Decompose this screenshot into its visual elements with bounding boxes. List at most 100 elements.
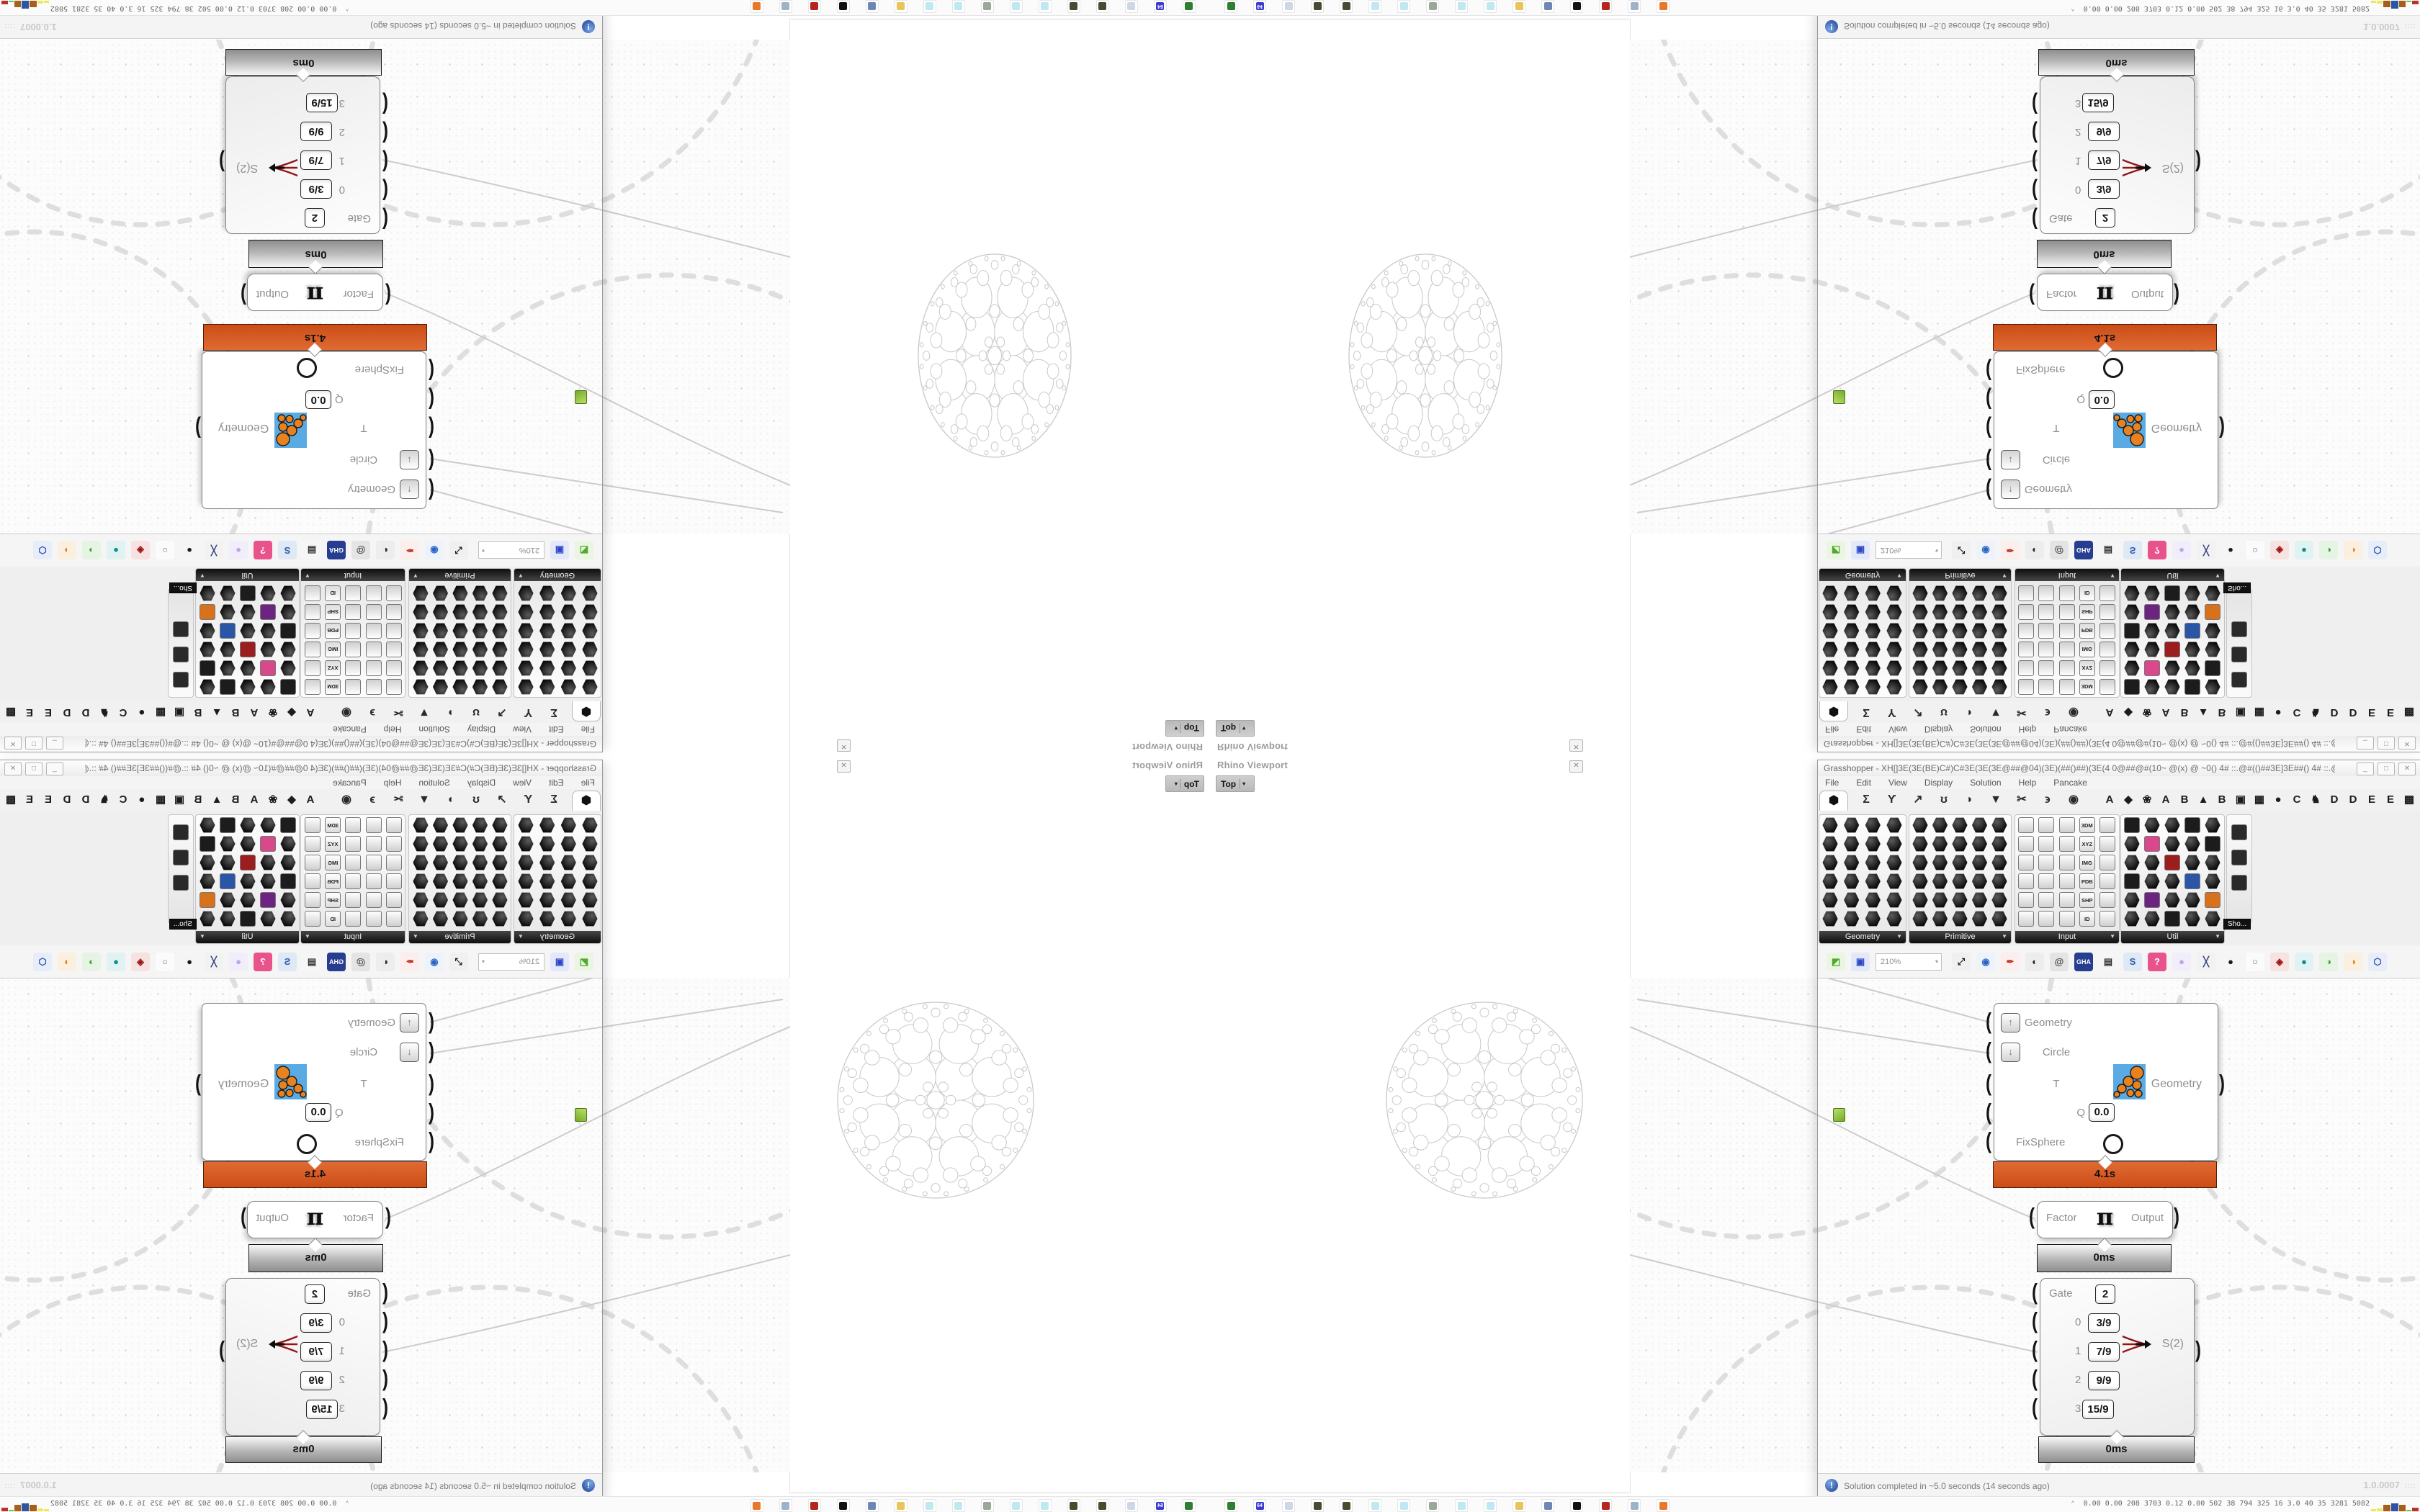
- tab-letter[interactable]: ▲: [2197, 793, 2209, 806]
- component-icon[interactable]: [2144, 873, 2160, 889]
- zoom-extents-icon[interactable]: ⤢: [1952, 541, 1971, 560]
- firefox-icon[interactable]: [1657, 1499, 1670, 1512]
- gate-row-value-box[interactable]: 15/9: [2082, 1400, 2114, 1419]
- open-file-icon[interactable]: ◩: [575, 952, 593, 971]
- tab-letter[interactable]: D: [2330, 706, 2339, 719]
- component-icon[interactable]: [539, 836, 555, 852]
- tab-letter[interactable]: ●: [138, 706, 145, 719]
- selected-half-icon[interactable]: ◑: [2344, 541, 2362, 560]
- tag-balloon-icon[interactable]: ●: [229, 952, 248, 971]
- component-icon[interactable]: [413, 855, 429, 870]
- tab-letter[interactable]: ●: [2275, 793, 2282, 806]
- component-icon[interactable]: [452, 855, 468, 870]
- component-icon[interactable]: [492, 855, 508, 870]
- component-icon[interactable]: [492, 892, 508, 908]
- component-icon[interactable]: [518, 892, 534, 908]
- tab-letter[interactable]: ♞: [99, 706, 109, 719]
- component-icon[interactable]: [220, 604, 236, 620]
- component-icon[interactable]: [2058, 836, 2075, 852]
- maximize-button[interactable]: □: [2378, 737, 2395, 750]
- component-icon[interactable]: [2099, 836, 2115, 852]
- canvas-note-icon[interactable]: ▤: [302, 952, 321, 971]
- component-icon[interactable]: [1844, 817, 1860, 833]
- component-icon[interactable]: [539, 911, 555, 927]
- component-icon[interactable]: [220, 679, 236, 695]
- menu-item-file[interactable]: File: [1825, 778, 1839, 788]
- component-icon[interactable]: [2184, 642, 2200, 657]
- palette-group-label[interactable]: Geometry ▼: [514, 569, 601, 581]
- component-icon[interactable]: [1886, 855, 1902, 870]
- geometry-up-button[interactable]: ↑: [2001, 1013, 2020, 1032]
- component-icon[interactable]: [2058, 585, 2075, 601]
- component-icon[interactable]: [2099, 585, 2115, 601]
- component-icon[interactable]: [560, 892, 576, 908]
- menu-item-file[interactable]: File: [581, 778, 595, 788]
- component-icon[interactable]: [472, 679, 488, 695]
- component-icon[interactable]: [452, 817, 468, 833]
- component-icon[interactable]: [386, 892, 402, 908]
- component-icon[interactable]: [1991, 873, 2007, 889]
- component-icon[interactable]: [240, 873, 256, 889]
- component-icon[interactable]: [472, 623, 488, 639]
- firefox-icon[interactable]: [750, 0, 763, 13]
- gate-value-box[interactable]: 2: [2095, 1284, 2115, 1304]
- tab-letter[interactable]: ❀: [2142, 793, 2152, 806]
- component-icon[interactable]: [1971, 873, 1988, 889]
- selected-green-icon[interactable]: ◑: [82, 952, 101, 971]
- component-icon[interactable]: [452, 604, 468, 620]
- component-icon[interactable]: [518, 623, 534, 639]
- gate-node[interactable]: ( ( ( ( ( ) Gate 2 S(2) 0 3/9 1 7/9 2 9/9 3 15/…: [2032, 1278, 2201, 1436]
- gate-row-value-box[interactable]: 7/9: [2088, 1342, 2120, 1362]
- component-icon[interactable]: [2164, 817, 2180, 833]
- tab-letter[interactable]: ◆: [2124, 793, 2133, 806]
- component-icon[interactable]: [560, 642, 576, 657]
- component-icon[interactable]: [472, 855, 488, 870]
- component-icon[interactable]: [2184, 855, 2200, 870]
- component-icon[interactable]: [386, 604, 402, 620]
- component-icon[interactable]: [386, 817, 402, 833]
- component-icon[interactable]: [2205, 855, 2220, 870]
- component-icon[interactable]: [1865, 836, 1881, 852]
- component-icon[interactable]: [2184, 585, 2200, 601]
- component-icon[interactable]: [2038, 585, 2055, 601]
- notepad-icon[interactable]: [923, 0, 936, 13]
- tab-icon[interactable]: ʊ: [1940, 793, 1948, 806]
- minimize-button[interactable]: _: [46, 762, 63, 775]
- floppy-64-icon[interactable]: 64: [1253, 1499, 1266, 1512]
- preview-mono-icon[interactable]: ●: [180, 541, 199, 560]
- menu-item-edit[interactable]: Edit: [1856, 724, 1872, 734]
- resize-grip[interactable]: ∷∷: [2405, 1482, 2416, 1490]
- component-icon[interactable]: [305, 679, 321, 695]
- tab-letter[interactable]: B: [2218, 706, 2226, 719]
- sketch-pen-icon[interactable]: ✒: [400, 541, 419, 560]
- component-icon[interactable]: [345, 623, 362, 639]
- tab-icon[interactable]: ✂: [2017, 706, 2027, 719]
- tab-letter[interactable]: ❀: [2142, 706, 2152, 719]
- tab-icon[interactable]: Ƴ: [523, 793, 533, 806]
- tab-letter[interactable]: B: [2180, 793, 2189, 806]
- component-icon[interactable]: [2038, 623, 2055, 639]
- component-icon[interactable]: [2058, 642, 2075, 657]
- menu-item-solution[interactable]: Solution: [1970, 724, 2002, 734]
- tab-letter[interactable]: E: [26, 793, 34, 806]
- component-icon[interactable]: [1886, 817, 1902, 833]
- gate-node[interactable]: ( ( ( ( ( ) Gate 2 S(2) 0 3/9 1 7/9 2 9/9 3 15/…: [219, 76, 388, 234]
- folder-icon[interactable]: [895, 0, 908, 13]
- menu-item-help[interactable]: Help: [383, 724, 402, 734]
- component-icon[interactable]: [240, 911, 256, 927]
- tab-letter[interactable]: ◆: [2124, 706, 2133, 719]
- grasshopper-titlebar[interactable]: Grasshopper - XH[]3E(3E(BE)C#)C#3E(3E(3E…: [0, 735, 602, 752]
- component-icon[interactable]: [560, 604, 576, 620]
- component-icon[interactable]: [2144, 836, 2160, 852]
- component-icon[interactable]: [1912, 911, 1928, 927]
- component-icon[interactable]: [2038, 855, 2055, 870]
- floppy-64-icon[interactable]: 64: [1253, 0, 1266, 13]
- component-icon[interactable]: [2038, 660, 2055, 676]
- component-icon[interactable]: [386, 679, 402, 695]
- component-icon[interactable]: SHP: [2079, 604, 2095, 620]
- viewport-projection-button[interactable]: Top ▾: [1216, 720, 1255, 737]
- floppy-64-icon[interactable]: 64: [1154, 1499, 1167, 1512]
- component-icon[interactable]: [305, 911, 321, 927]
- component-icon[interactable]: [413, 817, 429, 833]
- tab-letter[interactable]: ▦: [155, 793, 166, 806]
